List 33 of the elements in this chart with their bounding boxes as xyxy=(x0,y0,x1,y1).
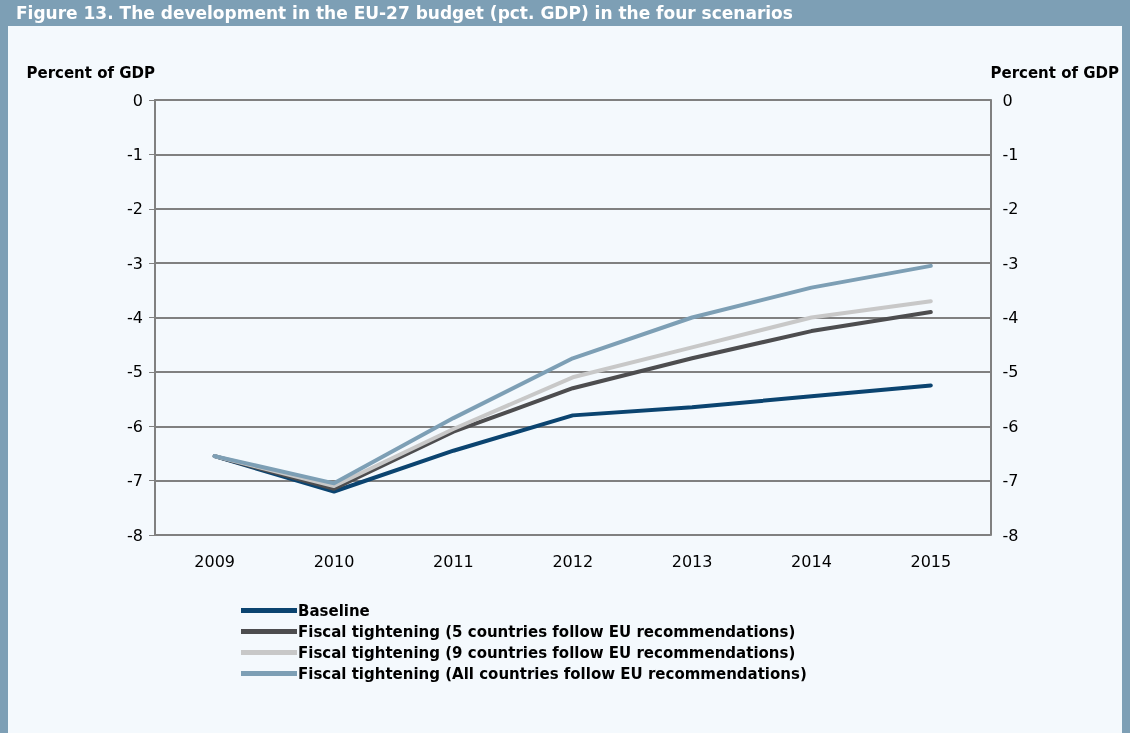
x-tick-label: 2013 xyxy=(671,551,713,571)
y-tick-label: -7 xyxy=(127,471,143,491)
y-tick-label: -3 xyxy=(127,253,143,273)
y2-axis-title: Percent of GDP xyxy=(990,63,1120,82)
x-tick-label: 2012 xyxy=(552,551,594,571)
x-tick-label: 2010 xyxy=(313,551,355,571)
line-series xyxy=(212,263,933,486)
x-tick-label: 2011 xyxy=(433,551,474,571)
y2-tick-label: 0 xyxy=(1002,90,1013,110)
y-tick-label: -4 xyxy=(127,308,143,327)
x-tick-label: 2014 xyxy=(791,551,832,571)
chart-title: Figure 13. The development in the EU-27 budget (pct. GDP) in the four scenarios xyxy=(0,0,1130,26)
x-tick-label: 2009 xyxy=(194,551,236,571)
y2-tick-label: -2 xyxy=(1002,199,1019,219)
y2-tick-label: -8 xyxy=(1002,525,1019,545)
y2-tick-label: -3 xyxy=(1002,253,1019,273)
y-axis-title: Percent of GDP xyxy=(26,63,155,82)
y2-tick-label: -1 xyxy=(1002,144,1019,164)
y2-tick-label: -7 xyxy=(1002,471,1019,491)
legend-label: Fiscal tightening (9 countries follow EU recommendations) xyxy=(298,643,796,662)
y2-tick-label: -5 xyxy=(1002,362,1019,382)
legend-label: Fiscal tightening (All countries follow EU recommendations) xyxy=(298,664,807,683)
y-tick-label: 0 xyxy=(132,90,143,110)
y2-tick-label: -4 xyxy=(1002,308,1019,327)
y2-tick-label: -6 xyxy=(1002,416,1019,436)
legend-label: Fiscal tightening (5 countries follow EU recommendations) xyxy=(298,622,796,641)
y-tick-label: -8 xyxy=(127,525,143,545)
y-tick-label: -5 xyxy=(127,362,143,382)
legend-label: Baseline xyxy=(298,601,370,620)
y-tick-label: -6 xyxy=(127,416,143,436)
x-tick-label: 2015 xyxy=(910,551,952,571)
y-tick-label: -1 xyxy=(127,144,143,164)
y-tick-label: -2 xyxy=(127,199,143,219)
